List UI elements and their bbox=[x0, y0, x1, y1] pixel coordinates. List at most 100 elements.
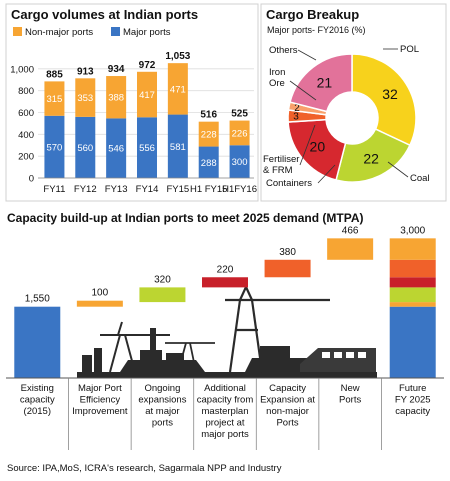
slice-value-label: 21 bbox=[317, 74, 333, 90]
waterfall-total-segment bbox=[389, 287, 436, 303]
bar-value-label: 315 bbox=[46, 94, 62, 105]
category-label-line: Existing bbox=[21, 383, 54, 394]
bar-value-label: 288 bbox=[201, 158, 217, 169]
bar-major-ports-fy15: 581 bbox=[167, 114, 188, 178]
bar-major-ports-h1-fy15: 288 bbox=[198, 146, 219, 178]
waterfall-value-label: 220 bbox=[217, 264, 234, 275]
category-label-line: masterplan bbox=[202, 406, 249, 417]
waterfall-value-label: 380 bbox=[279, 247, 296, 258]
category-label-line: Expansion at bbox=[260, 395, 315, 406]
waterfall-total-segment bbox=[389, 259, 436, 278]
category-label-line: capacity bbox=[395, 406, 430, 417]
category-label-line: Ongoing bbox=[144, 383, 180, 394]
category-label-line: Ports bbox=[339, 395, 361, 406]
legend-label-major: Major ports bbox=[123, 27, 171, 38]
bar-total-label: 934 bbox=[108, 64, 125, 75]
category-label-line: Efficiency bbox=[80, 395, 121, 406]
waterfall-bar-new-ports bbox=[327, 238, 374, 260]
y-tick-label: 400 bbox=[18, 130, 34, 141]
bar-segment bbox=[44, 115, 65, 178]
bar-segment bbox=[75, 116, 96, 178]
bar-segment bbox=[229, 145, 250, 178]
category-label-line: ports bbox=[152, 418, 173, 429]
bar-non-major-ports-h1fy16: 226 bbox=[229, 120, 250, 146]
bar-segment bbox=[44, 81, 65, 116]
slice-name-containers: Containers bbox=[266, 178, 312, 189]
category-label-line: (2015) bbox=[24, 406, 51, 417]
waterfall-bar-major-port-efficiency-improvement bbox=[76, 300, 123, 307]
bar-value-label: 581 bbox=[170, 142, 186, 153]
category-label-line: New bbox=[341, 383, 360, 394]
bar-value-label: 560 bbox=[77, 143, 93, 154]
waterfall-step bbox=[14, 306, 61, 378]
waterfall-total-segment bbox=[389, 302, 436, 307]
bar-value-label: 471 bbox=[170, 84, 186, 95]
cargo-breakup-subtitle: Major ports- FY2016 (%) bbox=[267, 25, 366, 35]
category-label-line: capacity bbox=[20, 395, 55, 406]
bar-segment bbox=[198, 121, 219, 147]
waterfall-bar-capacity-expansion-at-non-major-ports bbox=[264, 259, 311, 278]
slice-name-fertiliser-1: Fertiliser bbox=[263, 154, 299, 165]
cargo-breakup-leader-lines bbox=[289, 48, 409, 184]
waterfall-bar-existing-capacity-2015 bbox=[14, 306, 61, 378]
slice-name-pol: POL bbox=[400, 44, 419, 55]
category-label-line: Major Port bbox=[78, 383, 122, 394]
capacity-waterfall-value-labels: 1,550 100 320 220 380 466 3,000 bbox=[25, 225, 426, 304]
bar-value-label: 300 bbox=[232, 157, 248, 168]
cargo-volumes-title: Cargo volumes at Indian ports bbox=[11, 7, 198, 22]
slice-pol: 32 bbox=[351, 53, 417, 147]
waterfall-total-segment bbox=[389, 277, 436, 288]
source-note: Source: IPA,MoS, ICRA's research, Sagarm… bbox=[7, 463, 282, 474]
waterfall-total-segment bbox=[389, 306, 436, 378]
category-label-line: non-major bbox=[266, 406, 309, 417]
slice-value-label: 2 bbox=[294, 103, 300, 114]
slice-value-label: 3 bbox=[293, 112, 299, 123]
slice-shape bbox=[287, 118, 347, 181]
capacity-waterfall-bars bbox=[14, 238, 436, 378]
bar-non-major-ports-fy13: 388 bbox=[106, 76, 127, 119]
y-tick-label: 1,000 bbox=[10, 64, 34, 75]
slice-value-label: 32 bbox=[382, 86, 398, 102]
bar-major-ports-h1fy16: 300 bbox=[229, 145, 250, 178]
bar-segment bbox=[106, 118, 127, 178]
bar-major-ports-fy14: 556 bbox=[137, 117, 157, 178]
bar-segment bbox=[137, 71, 157, 118]
x-tick-label: H1 FY15 bbox=[190, 184, 228, 195]
legend-label-non-major: Non-major ports bbox=[25, 27, 93, 38]
waterfall-step bbox=[264, 259, 311, 278]
legend-swatch-major bbox=[111, 27, 120, 36]
bar-value-label: 546 bbox=[108, 144, 124, 155]
bar-total-label: 1,053 bbox=[165, 51, 190, 62]
bar-total-label: 516 bbox=[200, 110, 217, 121]
waterfall-step bbox=[76, 300, 123, 307]
bar-non-major-ports-h1-fy15: 228 bbox=[198, 121, 219, 147]
cargo-volumes-y-axis: 0 200 400 600 800 1,000 bbox=[10, 64, 34, 184]
slice-name-coal: Coal bbox=[410, 173, 430, 184]
bar-total-label: 525 bbox=[231, 109, 248, 120]
slice-name-fertiliser-2: & FRM bbox=[263, 165, 293, 176]
y-tick-label: 800 bbox=[18, 86, 34, 97]
bar-total-label: 972 bbox=[139, 60, 156, 71]
bar-segment bbox=[198, 146, 219, 178]
x-tick-label: FY15 bbox=[166, 184, 189, 195]
bar-major-ports-fy12: 560 bbox=[75, 116, 96, 178]
waterfall-bar-future-fy-2025-capacity bbox=[389, 238, 436, 378]
bar-total-label: 885 bbox=[46, 69, 63, 80]
slice-containers: 20 bbox=[287, 118, 347, 181]
category-label-line: FY 2025 bbox=[395, 395, 431, 406]
waterfall-value-label: 320 bbox=[154, 274, 171, 285]
x-tick-label: FY14 bbox=[136, 184, 159, 195]
port-skyline-illustration bbox=[77, 286, 377, 378]
waterfall-step bbox=[202, 277, 248, 288]
bar-segment bbox=[167, 114, 188, 178]
bar-non-major-ports-fy12: 353 bbox=[75, 78, 96, 117]
bar-segment bbox=[137, 117, 157, 178]
bar-non-major-ports-fy15: 471 bbox=[167, 63, 188, 115]
bar-value-label: 570 bbox=[46, 142, 62, 153]
waterfall-bar-ongoing-expansions-at-major-ports bbox=[139, 287, 186, 303]
bar-major-ports-fy13: 546 bbox=[106, 118, 127, 178]
waterfall-total-segment bbox=[389, 238, 436, 260]
